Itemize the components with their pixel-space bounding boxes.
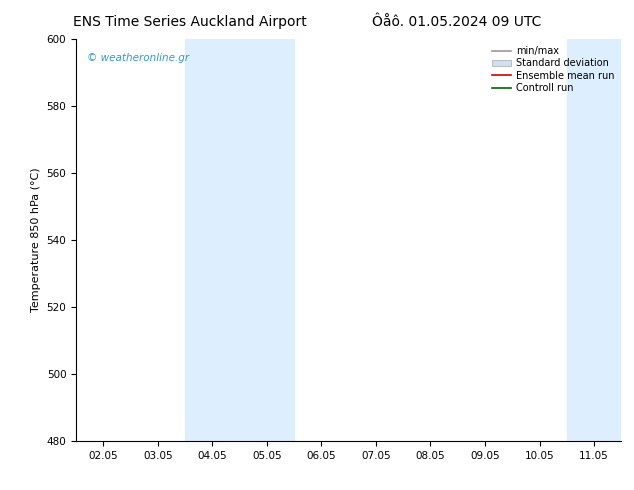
Bar <box>185 39 240 441</box>
Bar <box>240 39 294 441</box>
Y-axis label: Temperature 850 hPa (°C): Temperature 850 hPa (°C) <box>31 168 41 313</box>
Text: ENS Time Series Auckland Airport: ENS Time Series Auckland Airport <box>74 15 307 29</box>
Legend: min/max, Standard deviation, Ensemble mean run, Controll run: min/max, Standard deviation, Ensemble me… <box>489 44 616 95</box>
Text: © weatheronline.gr: © weatheronline.gr <box>87 53 189 63</box>
Bar <box>567 39 621 441</box>
Text: Ôåô. 01.05.2024 09 UTC: Ôåô. 01.05.2024 09 UTC <box>372 15 541 29</box>
